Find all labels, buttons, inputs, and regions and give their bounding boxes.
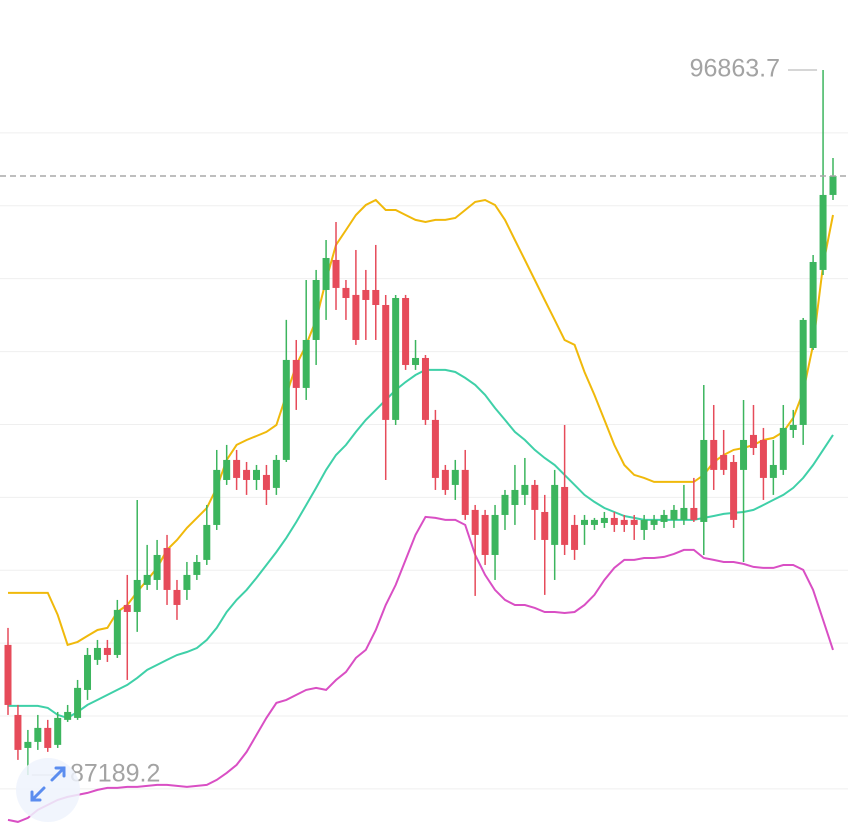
expand-icon[interactable] bbox=[16, 758, 80, 822]
candle-body bbox=[620, 519, 628, 525]
candle-body bbox=[352, 294, 360, 340]
candle-body bbox=[501, 494, 509, 515]
candle-body bbox=[720, 454, 728, 470]
candle-body bbox=[650, 519, 658, 525]
candle-body bbox=[402, 297, 410, 365]
candle-body bbox=[163, 547, 171, 590]
candle-body bbox=[630, 519, 638, 525]
candle-body bbox=[93, 647, 101, 660]
candle-body bbox=[54, 717, 62, 745]
candle-body bbox=[153, 554, 161, 580]
candle-body bbox=[14, 714, 22, 750]
candle-body bbox=[809, 261, 817, 348]
candle-body bbox=[292, 359, 300, 388]
candle-body bbox=[541, 511, 549, 540]
candle-body bbox=[282, 359, 290, 460]
icon-arrows bbox=[30, 766, 66, 802]
candle-body bbox=[461, 469, 469, 515]
candle-body bbox=[252, 469, 260, 480]
candle-body bbox=[551, 484, 559, 545]
candle-body bbox=[511, 489, 519, 505]
candle-body bbox=[769, 464, 777, 478]
candle-body bbox=[561, 486, 569, 545]
candle-body bbox=[521, 484, 529, 495]
band-line bbox=[8, 368, 834, 719]
candles bbox=[4, 69, 837, 776]
candle-body bbox=[590, 519, 598, 525]
candle-body bbox=[749, 434, 757, 448]
candle-body bbox=[173, 589, 181, 605]
candle-body bbox=[581, 519, 589, 525]
candle-body bbox=[789, 424, 797, 430]
candle-body bbox=[372, 289, 380, 305]
icon-bg bbox=[16, 758, 80, 822]
candle-body bbox=[610, 517, 618, 525]
candle-body bbox=[262, 474, 270, 490]
candle-body bbox=[84, 654, 92, 690]
candle-body bbox=[640, 519, 648, 530]
candle-body bbox=[412, 357, 420, 365]
candle-body bbox=[740, 439, 748, 470]
candle-body bbox=[451, 469, 459, 485]
candle-body bbox=[243, 469, 251, 480]
candle-body bbox=[362, 289, 370, 300]
candle-body bbox=[571, 524, 579, 550]
candle-body bbox=[660, 514, 668, 522]
candle-body bbox=[690, 507, 698, 520]
candle-body bbox=[670, 509, 678, 520]
band-line bbox=[8, 198, 834, 647]
max-label: 96863.7 bbox=[690, 55, 780, 83]
candle-body bbox=[779, 427, 787, 470]
candle-body bbox=[223, 459, 231, 480]
candle-body bbox=[302, 339, 310, 388]
candle-body bbox=[392, 297, 400, 420]
candle-body bbox=[322, 257, 330, 290]
grid bbox=[0, 132, 848, 790]
candle-body bbox=[183, 574, 191, 590]
candle-body bbox=[133, 579, 141, 612]
candle-body bbox=[471, 509, 479, 535]
candle-body bbox=[193, 561, 201, 575]
candle-body bbox=[34, 727, 42, 742]
candle-body bbox=[233, 459, 241, 478]
candle-body bbox=[531, 484, 539, 510]
candle-body bbox=[710, 439, 718, 470]
candle-body bbox=[64, 711, 72, 720]
candle-body bbox=[272, 459, 280, 488]
candle-body bbox=[213, 469, 221, 525]
labels: 96863.7 87189.2 bbox=[0, 55, 848, 788]
candle-body bbox=[143, 574, 151, 585]
candle-body bbox=[799, 319, 807, 425]
candle-body bbox=[600, 517, 608, 523]
candle-body bbox=[332, 259, 340, 288]
candle-body bbox=[203, 524, 211, 560]
candle-body bbox=[103, 647, 111, 655]
band-line bbox=[7, 515, 834, 823]
candle-body bbox=[4, 644, 12, 705]
candle-body bbox=[342, 287, 350, 298]
candle-body bbox=[680, 507, 688, 520]
candle-body bbox=[819, 194, 827, 270]
candle-body bbox=[759, 439, 767, 478]
min-label: 87189.2 bbox=[70, 760, 160, 788]
candle-body bbox=[44, 727, 52, 748]
candle-body bbox=[123, 604, 131, 612]
candle-body bbox=[481, 514, 489, 555]
candle-body bbox=[491, 514, 499, 555]
candle-body bbox=[312, 279, 320, 340]
candle-body bbox=[24, 741, 32, 748]
candle-body bbox=[74, 687, 82, 718]
candle-body bbox=[829, 176, 837, 195]
candle-body bbox=[700, 439, 708, 522]
candle-body bbox=[421, 357, 429, 420]
candle-body bbox=[382, 304, 390, 420]
bands bbox=[7, 198, 834, 823]
candle-body bbox=[730, 461, 738, 520]
candle-body bbox=[431, 419, 439, 478]
candle-body bbox=[441, 469, 449, 490]
candle-body bbox=[113, 609, 121, 655]
